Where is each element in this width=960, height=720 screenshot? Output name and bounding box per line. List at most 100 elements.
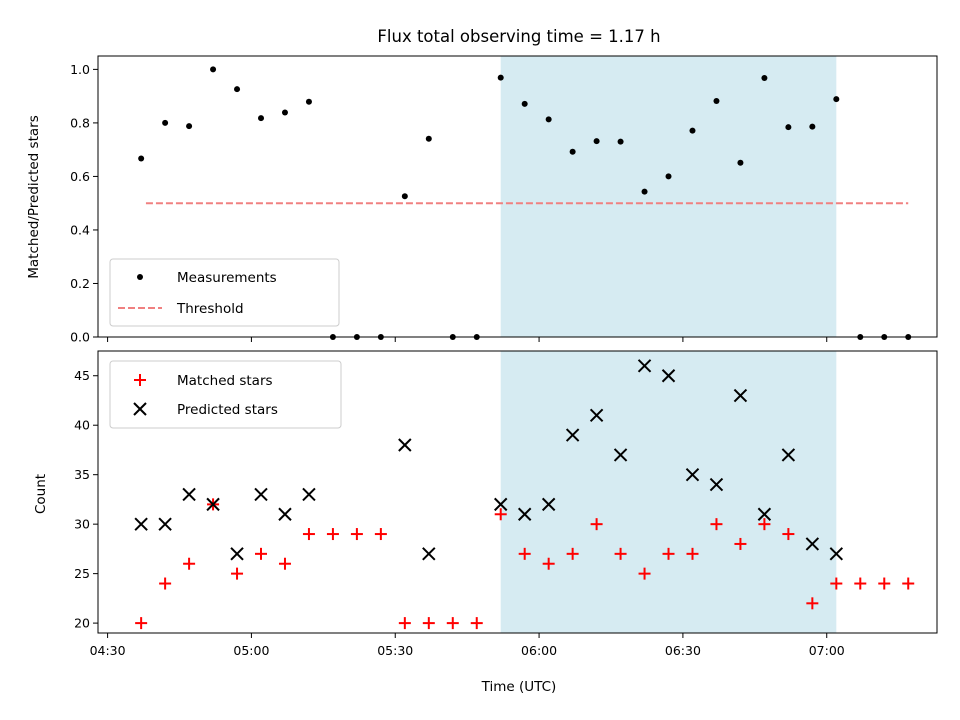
measurement-point [713,97,720,104]
measurement-point [617,138,624,145]
matched-star-point [878,577,891,590]
legend-marker-predicted [133,402,147,416]
measurement-point [258,115,265,122]
y-tick-label: 0.0 [70,330,90,345]
matched-star-point [854,577,867,590]
cross-b [230,547,244,561]
cross-b [278,507,292,521]
cross-b [182,487,196,502]
cross-b [398,438,412,452]
matched-star-point [446,617,459,630]
cross-b [829,547,844,561]
matched-star-point [494,508,507,521]
predicted-star-point [757,507,772,521]
cross-b [709,477,724,492]
cross-b [206,497,220,512]
matched-star-point [566,547,579,560]
legend-label-predicted: Predicted stars [177,402,278,418]
cross-b [134,517,148,531]
x-tick-label: 07:00 [809,643,845,658]
predicted-star-point [589,408,604,423]
matched-star-point [542,557,555,570]
bottom-panel: 20 25 30 35 40 45 04:30 05:00 05:30 06:00 06:30 07:… [74,350,938,658]
predicted-star-point [230,547,244,561]
measurement-point [138,155,145,162]
predicted-star-point [278,507,292,521]
matched-star-point [806,597,819,610]
cross-b [517,507,532,521]
legend-marker-measurements [137,274,143,280]
matched-star-point [590,518,603,531]
cross-b [158,517,172,531]
cross-b [781,448,796,462]
x-axis-label: Time (UTC) [481,679,557,695]
predicted-star-point [613,448,628,462]
x-tick-label: 05:00 [233,643,269,658]
y-tick-label: 40 [74,418,90,433]
cross-b [565,428,580,442]
matched-star-point [302,528,315,541]
y-tick-label: 20 [74,616,90,631]
y-tick-label: 0.8 [70,115,90,130]
matched-star-point [518,547,531,560]
matched-star-point [398,617,411,630]
predicted-star-point [541,497,556,512]
predicted-star-point [494,497,508,512]
top-panel: 0.0 0.2 0.4 0.6 0.8 1.0 Measurements Threshold [70,55,938,345]
cross-b [685,467,700,482]
y-tick-label: 45 [74,368,90,383]
predicted-star-point [254,487,268,502]
measurement-point [545,116,552,123]
measurement-point [281,109,288,116]
matched-star-point [374,528,387,541]
measurement-point [737,159,744,166]
y-tick-label: 0.2 [70,276,90,291]
matched-star-point [902,577,915,590]
measurement-point [497,74,504,81]
cross-b [757,507,772,521]
matched-star-point [782,528,795,541]
matched-star-point [231,567,244,580]
x-tick-label: 04:30 [90,643,126,658]
predicted-star-point [565,428,580,442]
x-tick-label: 06:00 [521,643,557,658]
cross-b [805,537,820,551]
measurement-point [305,98,312,105]
measurement-point [425,135,432,142]
predicted-star-point [781,448,796,462]
y-tick-label: 0.4 [70,222,90,237]
measurement-point [641,188,648,195]
predicted-star-point [398,438,412,452]
predicted-star-point [637,359,652,373]
matched-star-point [135,617,148,630]
bottom-y-axis-label: Count [33,474,49,514]
matched-star-point [638,567,651,580]
matched-star-point [326,528,339,541]
predicted-star-point [422,547,436,561]
matched-star-point [183,557,196,570]
y-tick-label: 1.0 [70,62,90,77]
y-tick-label: 30 [74,517,90,532]
cross-b [733,388,748,403]
measurement-point [401,193,408,200]
matched-star-point [662,547,675,560]
matched-star-point [686,547,699,560]
matched-star-point [710,518,723,531]
top-y-axis-label: Matched/Predicted stars [26,115,42,278]
measurement-point [809,123,816,130]
legend-marker-matched [134,374,146,386]
cross-b [661,369,676,383]
predicted-star-point [302,487,316,502]
matched-star-point [350,528,363,541]
cross-b [302,487,316,502]
top-legend-box [109,258,340,327]
top-legend: Measurements Threshold [109,258,340,327]
observing-window-band [500,351,837,633]
bottom-legend: Matched stars Predicted stars [109,360,342,429]
matched-star-point [159,577,172,590]
legend-label-threshold: Threshold [176,301,244,317]
cross-b [637,359,652,373]
predicted-star-point [709,477,724,492]
predicted-star-point [517,507,532,521]
